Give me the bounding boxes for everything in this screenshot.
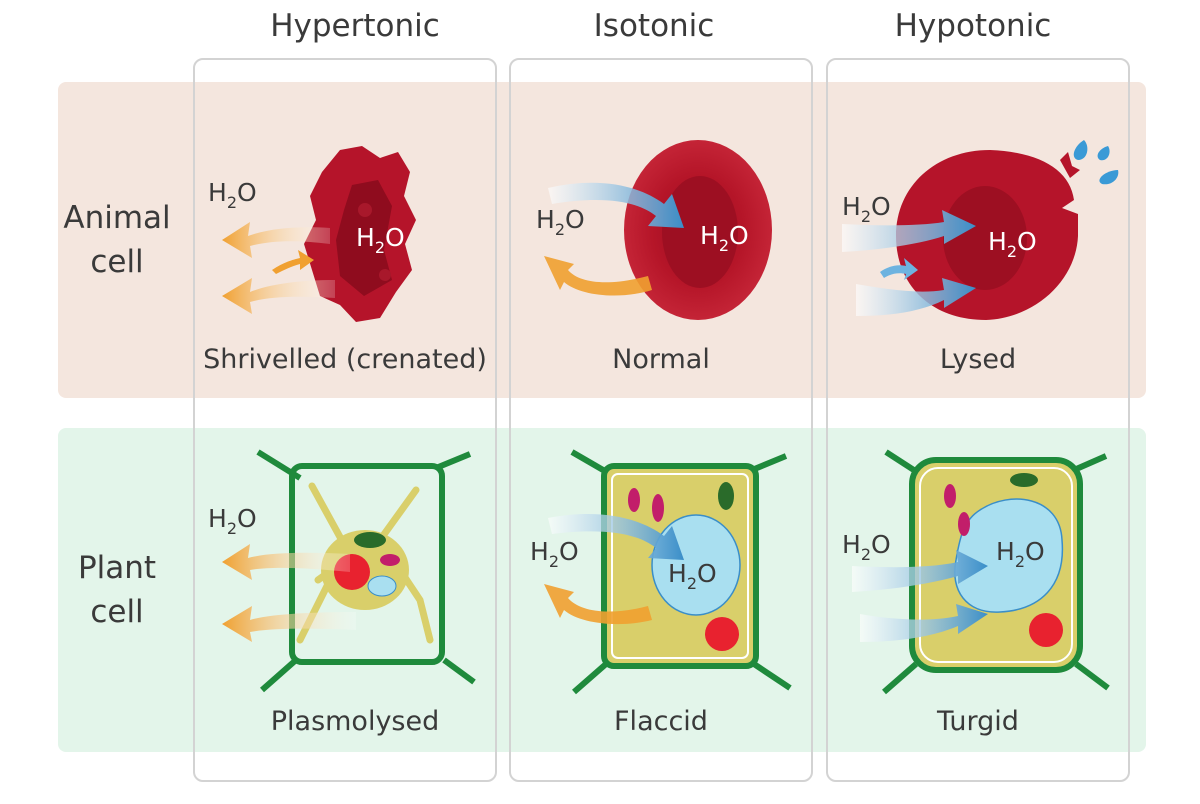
h2o-label: H2O [208,178,257,212]
caption-animal-hypotonic: Lysed [939,344,1017,375]
normal-red-blood-cell [624,140,772,320]
caption-plant-isotonic: Flaccid [614,706,708,737]
water-outflow-arrows-plant [222,544,356,642]
h2o-label: H2O [842,192,891,226]
row-label-animal-line1: Animal [63,200,171,236]
isotonic-column [509,58,813,782]
row-label-animal: Animal cell [58,196,176,284]
column-title-isotonic: Isotonic [593,8,715,44]
h2o-label: H2O [996,537,1045,571]
row-label-plant: Plant cell [58,546,176,634]
column-title-hypotonic: Hypotonic [894,8,1052,44]
row-label-plant-line1: Plant [77,550,157,586]
caption-plant-hypotonic: Turgid [937,706,1019,737]
hypotonic-column [826,58,1130,782]
water-exchange-arrows-plant-isotonic [544,514,684,625]
lysed-red-blood-cell [896,150,1080,320]
h2o-label: H2O [356,223,405,257]
hypertonic-column [193,58,497,782]
row-label-plant-line2: cell [90,594,144,630]
h2o-label: H2O [208,504,257,538]
caption-plant-hypertonic: Plasmolysed [270,706,440,737]
water-outflow-arrows [222,222,335,314]
caption-animal-isotonic: Normal [612,344,710,375]
h2o-labels: H2O H2O H2O H2O H2O H2O H2O H2O H2O H2O … [208,178,1045,593]
water-inflow-arrows-plant [852,550,988,642]
h2o-label: H2O [668,559,717,593]
h2o-label: H2O [530,537,579,571]
h2o-label: H2O [536,205,585,239]
crenated-red-blood-cell [304,146,416,322]
column-title-hypertonic: Hypertonic [270,8,440,44]
h2o-label: H2O [988,227,1037,261]
water-exchange-arrows-isotonic [544,182,684,296]
h2o-label: H2O [700,221,749,255]
caption-animal-hypertonic: Shrivelled (crenated) [203,344,487,375]
plasmolysed-plant-cell [256,449,476,693]
water-splash-icon [1073,140,1119,185]
h2o-label: H2O [842,530,891,564]
row-label-animal-line2: cell [90,244,144,280]
water-inflow-arrows-animal [842,210,976,316]
